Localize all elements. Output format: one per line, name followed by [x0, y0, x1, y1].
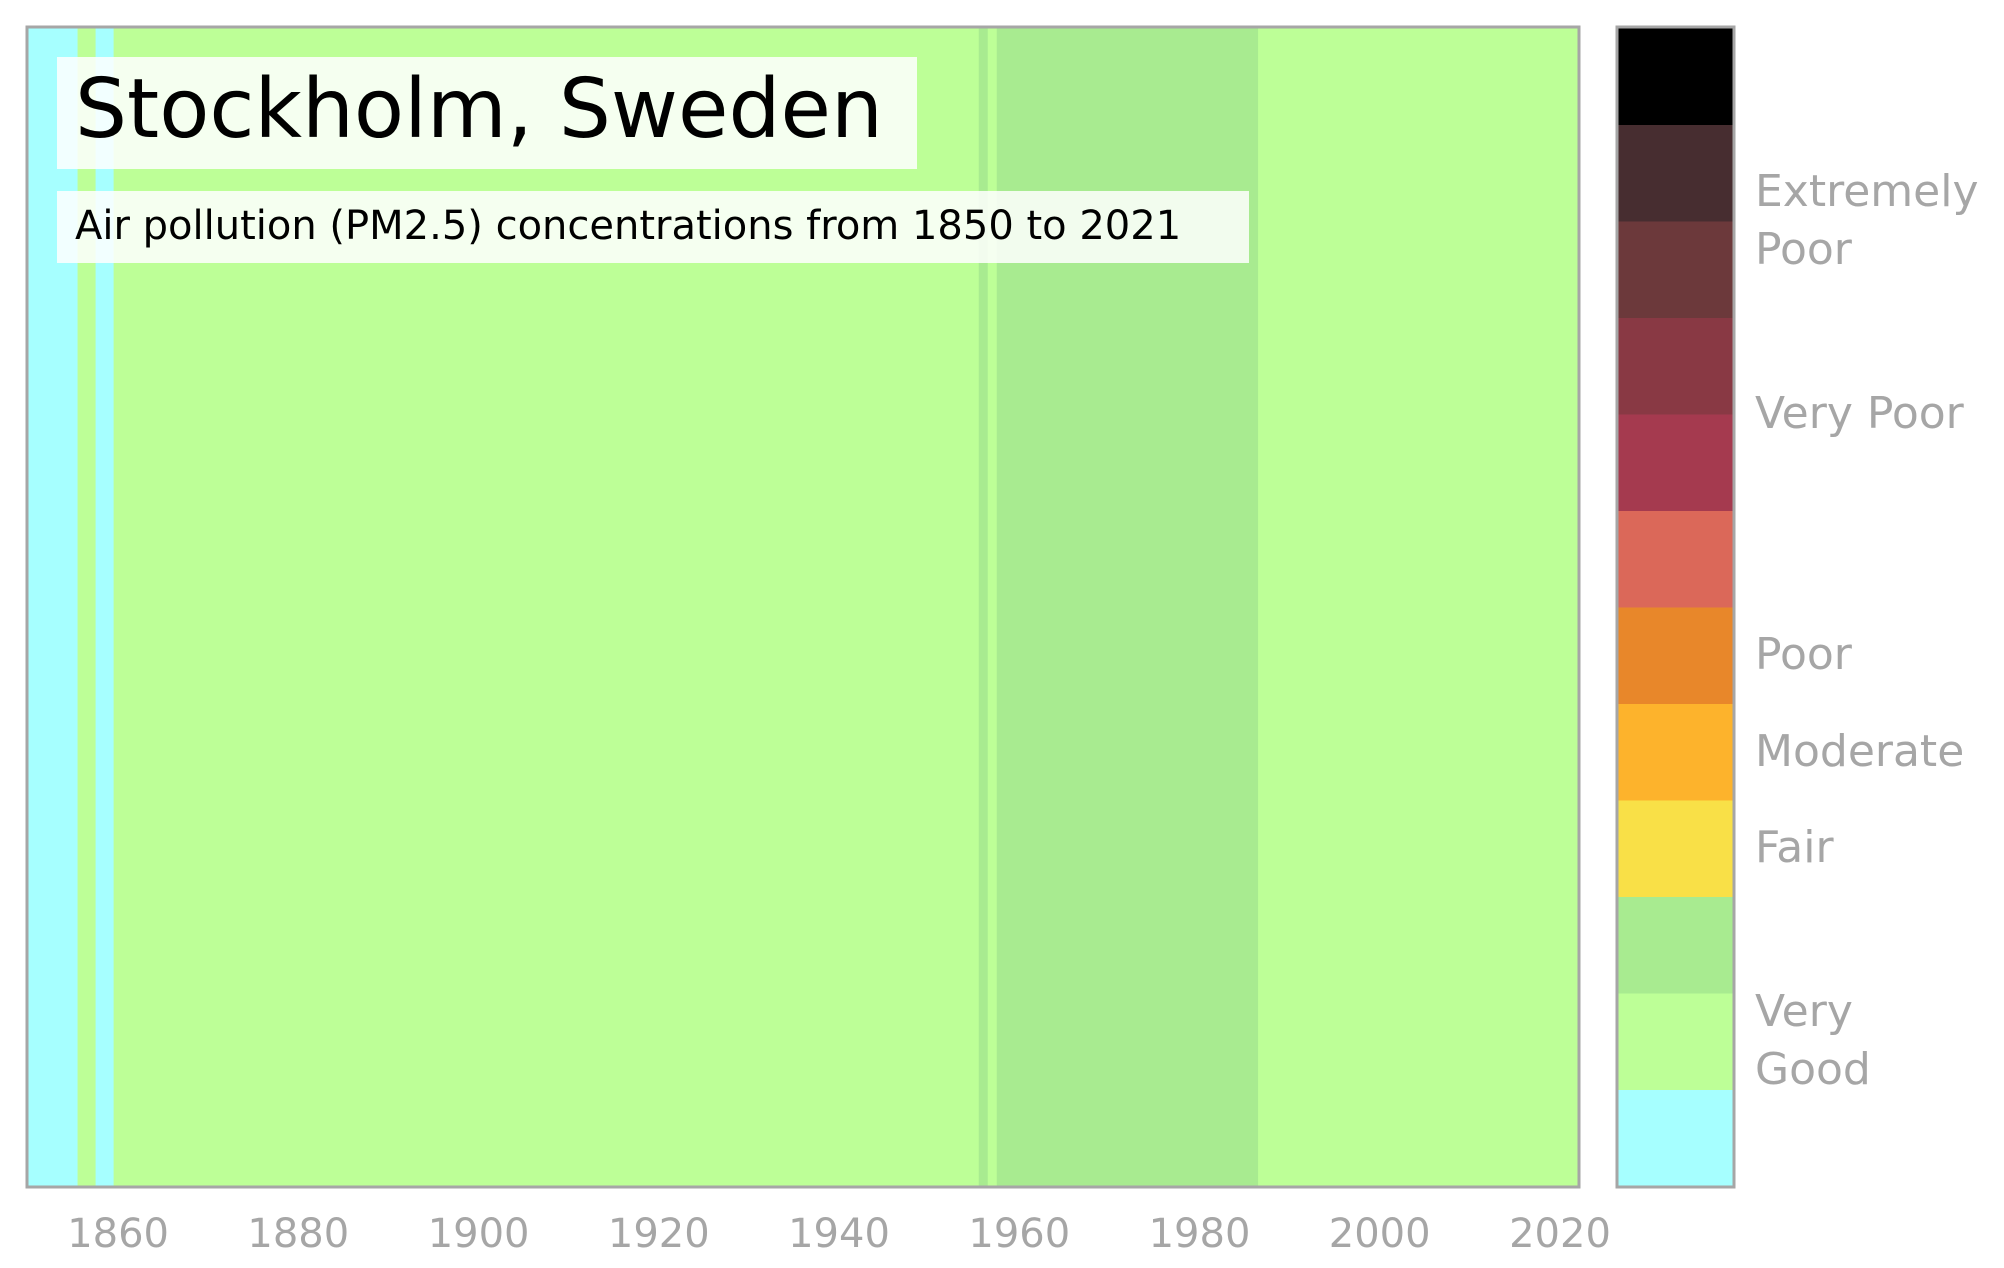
x-tick-label: 1860 — [67, 1211, 169, 1257]
colorbar-segment-10 — [1618, 124, 1733, 222]
colorbar-label: Fair — [1755, 822, 1834, 874]
x-tick-label: 1980 — [1148, 1211, 1251, 1257]
colorbar — [1618, 28, 1733, 1187]
chart-subtitle: Air pollution (PM2.5) concentrations fro… — [75, 203, 1182, 249]
colorbar-label: Moderate — [1755, 725, 1965, 777]
colorbar-segment-6 — [1618, 510, 1733, 608]
stripe-2 — [95, 28, 115, 1186]
title-background — [57, 57, 917, 169]
colorbar-segment-9 — [1618, 221, 1733, 318]
x-tick-label: 2020 — [1509, 1211, 1611, 1257]
colorbar-segment-0 — [1618, 1089, 1733, 1187]
x-tick-label: 1900 — [427, 1211, 530, 1257]
subtitle-background — [57, 191, 1249, 263]
x-tick-label: 1960 — [968, 1211, 1071, 1257]
stripe-1 — [77, 28, 97, 1186]
colorbar-segment-3 — [1618, 800, 1733, 897]
x-tick-label: 1940 — [788, 1211, 890, 1257]
colorbar-segment-1 — [1618, 993, 1733, 1090]
colorbar-label: Very Good — [1755, 986, 1871, 1096]
colorbar-segment-5 — [1618, 607, 1733, 704]
x-tick-label: 2000 — [1328, 1211, 1431, 1257]
colorbar-segment-11 — [1618, 28, 1733, 125]
plot-frame — [25, 25, 1581, 1189]
colorbar-segment-7 — [1618, 414, 1733, 511]
colorbar-label: Extremely Poor — [1755, 166, 1979, 275]
colorbar-segment-8 — [1618, 317, 1733, 415]
colorbar-label: Very Poor — [1755, 388, 1964, 439]
x-tick-label: 1880 — [247, 1211, 350, 1257]
colorbar-frame — [1615, 25, 1736, 1189]
stripe-4 — [978, 28, 989, 1186]
colorbar-segment-4 — [1618, 703, 1733, 801]
chart-title: Stockholm, Sweden — [75, 62, 883, 157]
stripe-5 — [987, 28, 998, 1186]
colorbar-label: Poor — [1755, 629, 1852, 681]
stripe-7 — [1258, 28, 1579, 1186]
x-tick-label: 1920 — [607, 1211, 710, 1257]
colorbar-segment-2 — [1618, 896, 1733, 994]
